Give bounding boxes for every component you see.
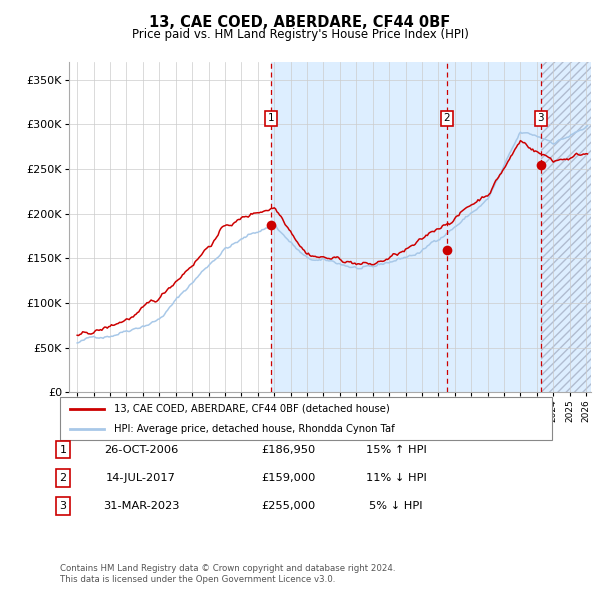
Text: 13, CAE COED, ABERDARE, CF44 0BF: 13, CAE COED, ABERDARE, CF44 0BF [149, 15, 451, 30]
Bar [271, 62, 600, 392]
Text: £255,000: £255,000 [261, 502, 315, 511]
Text: Price paid vs. HM Land Registry's House Price Index (HPI): Price paid vs. HM Land Registry's House … [131, 28, 469, 41]
Text: 15% ↑ HPI: 15% ↑ HPI [365, 445, 427, 454]
Text: 26-OCT-2006: 26-OCT-2006 [104, 445, 178, 454]
Text: 11% ↓ HPI: 11% ↓ HPI [365, 473, 427, 483]
Text: 1: 1 [59, 445, 67, 454]
Text: 31-MAR-2023: 31-MAR-2023 [103, 502, 179, 511]
Text: £186,950: £186,950 [261, 445, 315, 454]
Text: 5% ↓ HPI: 5% ↓ HPI [369, 502, 423, 511]
Text: 13, CAE COED, ABERDARE, CF44 0BF (detached house): 13, CAE COED, ABERDARE, CF44 0BF (detach… [114, 404, 390, 414]
Text: £159,000: £159,000 [261, 473, 315, 483]
Text: HPI: Average price, detached house, Rhondda Cynon Taf: HPI: Average price, detached house, Rhon… [114, 424, 395, 434]
Text: 2: 2 [59, 473, 67, 483]
Text: Contains HM Land Registry data © Crown copyright and database right 2024.: Contains HM Land Registry data © Crown c… [60, 565, 395, 573]
Text: 3: 3 [538, 113, 544, 123]
Text: 14-JUL-2017: 14-JUL-2017 [106, 473, 176, 483]
Text: This data is licensed under the Open Government Licence v3.0.: This data is licensed under the Open Gov… [60, 575, 335, 584]
Bar [541, 62, 600, 392]
Text: 1: 1 [268, 113, 275, 123]
Text: 2: 2 [444, 113, 451, 123]
Text: 3: 3 [59, 502, 67, 511]
